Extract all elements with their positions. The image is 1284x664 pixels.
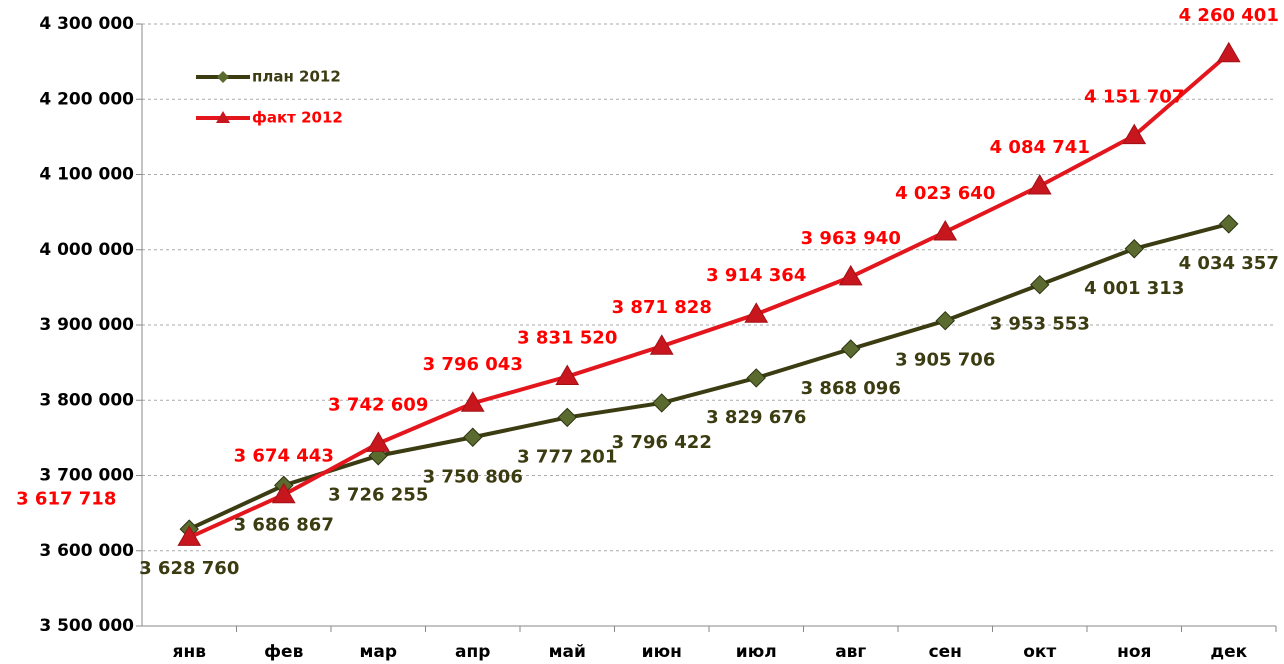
marker — [177, 525, 202, 546]
value-label: 3 742 609 — [328, 394, 428, 415]
marker — [555, 364, 580, 386]
value-label: 3 963 940 — [801, 228, 901, 249]
value-label: 3 726 255 — [328, 485, 428, 506]
legend-label: план 2012 — [252, 68, 341, 86]
value-label: 4 001 313 — [1084, 278, 1184, 299]
legend-marker — [217, 71, 229, 83]
value-label: 3 905 706 — [895, 350, 995, 371]
marker — [366, 431, 391, 452]
marker — [744, 302, 769, 323]
marker — [1216, 41, 1241, 63]
value-label: 3 829 676 — [706, 407, 806, 428]
marker — [1027, 173, 1052, 195]
value-label: 3 796 043 — [423, 354, 523, 375]
x-tick-label: янв — [173, 642, 207, 662]
x-tick-label: май — [549, 642, 586, 662]
y-tick-label: 4 300 000 — [39, 14, 134, 34]
value-label: 4 260 401 — [1179, 5, 1279, 26]
y-tick-label: 4 100 000 — [39, 165, 134, 185]
marker — [933, 219, 958, 241]
marker — [935, 310, 955, 331]
x-tick-label: мар — [359, 642, 397, 662]
marker — [271, 482, 296, 504]
x-tick-label: ноя — [1117, 642, 1151, 662]
value-label: 3 914 364 — [706, 265, 806, 286]
marker — [841, 339, 861, 359]
x-tick-label: сен — [929, 642, 962, 662]
y-tick-label: 4 200 000 — [39, 89, 134, 109]
series-line — [188, 52, 1231, 540]
value-label: 4 034 357 — [1179, 253, 1279, 274]
marker — [1219, 214, 1239, 234]
value-label: 4 023 640 — [895, 183, 995, 204]
marker — [1122, 123, 1147, 145]
y-tick-label: 3 700 000 — [39, 466, 134, 486]
marker — [838, 264, 863, 286]
series-line — [188, 221, 1230, 531]
y-tick-label: 3 500 000 — [39, 616, 134, 636]
marker — [557, 407, 577, 428]
value-label: 3 953 553 — [990, 314, 1090, 335]
x-tick-label: июн — [642, 642, 682, 662]
marker — [746, 368, 766, 388]
marker — [1030, 274, 1050, 295]
y-tick-label: 3 900 000 — [39, 315, 134, 335]
y-tick-label: 4 000 000 — [39, 240, 134, 260]
x-tick-label: окт — [1023, 642, 1056, 662]
legend-label: факт 2012 — [252, 109, 343, 127]
value-label: 3 750 806 — [423, 466, 523, 487]
marker — [1124, 239, 1144, 259]
value-label: 3 686 867 — [234, 514, 334, 535]
y-tick-label: 3 800 000 — [39, 390, 134, 410]
x-tick-label: июл — [736, 642, 777, 662]
value-label: 3 628 760 — [139, 558, 239, 579]
value-label: 3 617 718 — [16, 488, 116, 509]
x-tick-label: фев — [264, 642, 303, 662]
value-label: 4 151 707 — [1084, 87, 1184, 108]
marker — [460, 391, 485, 412]
y-tick-label: 3 600 000 — [39, 541, 134, 561]
marker — [652, 393, 672, 413]
marker — [463, 427, 483, 447]
value-label: 3 777 201 — [517, 446, 617, 467]
value-label: 4 084 741 — [990, 137, 1090, 158]
value-label: 3 796 422 — [612, 432, 712, 453]
x-tick-label: авг — [835, 642, 866, 662]
value-label: 3 831 520 — [517, 328, 617, 349]
value-label: 3 871 828 — [612, 297, 712, 318]
marker — [649, 334, 674, 355]
x-tick-label: апр — [455, 642, 490, 662]
value-label: 3 674 443 — [234, 446, 334, 467]
value-label: 3 868 096 — [801, 378, 901, 399]
legend-marker — [216, 111, 230, 123]
x-tick-label: дек — [1210, 642, 1247, 662]
